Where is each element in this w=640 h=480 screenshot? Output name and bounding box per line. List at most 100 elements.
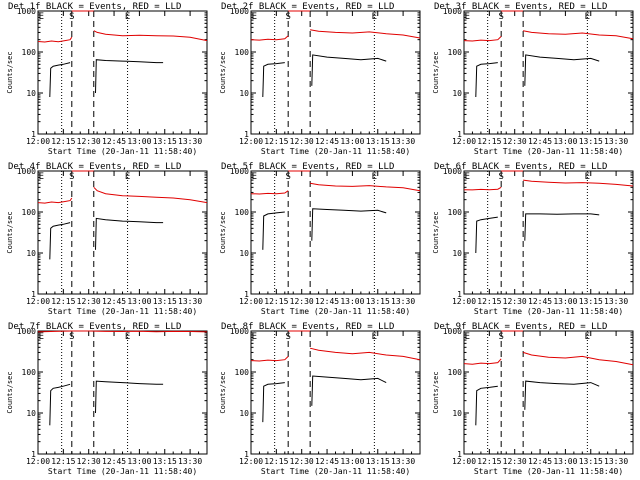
y-tick-label: 100 (448, 368, 463, 377)
time-marker-label: E (372, 172, 377, 182)
x-tick-label: 12:45 (102, 297, 126, 306)
plot-title: Det 9f BLACK = Events, RED = LLD (434, 322, 607, 332)
y-tick-label: 10 (239, 249, 249, 258)
x-tick-label: 13:15 (366, 297, 390, 306)
plot-title: Det 3f BLACK = Events, RED = LLD (434, 2, 607, 12)
x-tick-label: 13:15 (579, 457, 603, 466)
x-tick-label: 12:15 (477, 457, 501, 466)
x-tick-label: 13:00 (340, 457, 364, 466)
x-tick-label: 13:15 (366, 457, 390, 466)
x-tick-label: 13:00 (127, 457, 151, 466)
x-tick-label: 12:00 (452, 137, 476, 146)
y-tick-label: 100 (235, 208, 250, 217)
time-marker-label: S (285, 172, 290, 182)
x-tick-label: 12:30 (290, 457, 314, 466)
time-marker-label: E (125, 332, 130, 342)
time-marker-label: S (498, 332, 503, 342)
plot-title: Det 5f BLACK = Events, RED = LLD (221, 162, 394, 172)
y-tick-label: 1000 (230, 167, 249, 176)
lld-series-line (37, 36, 73, 43)
detector-plot-5: Det 5f BLACK = Events, RED = LLD 1 10 100 10… (219, 162, 421, 316)
time-marker-label: E (372, 332, 377, 342)
x-tick-label: 12:15 (264, 137, 288, 146)
events-series-line (311, 208, 387, 241)
y-tick-label: 10 (452, 409, 462, 418)
x-tick-label: 12:15 (51, 137, 75, 146)
plot-frame (250, 330, 421, 455)
x-tick-label: 12:30 (77, 297, 101, 306)
events-series-line (262, 62, 285, 98)
y-tick-label: 1000 (443, 167, 462, 176)
x-tick-label: 13:30 (391, 297, 415, 306)
y-axis-label: Counts/sec (6, 51, 14, 93)
time-marker-label: E (585, 12, 590, 22)
detector-plot-2: Det 2f BLACK = Events, RED = LLD 1 10 100 10… (219, 2, 421, 156)
x-tick-label: 12:45 (528, 137, 552, 146)
plot-title: Det 6f BLACK = Events, RED = LLD (434, 162, 607, 172)
x-tick-label: 12:00 (239, 457, 263, 466)
y-tick-label: 10 (239, 409, 249, 418)
lld-series-line (523, 179, 634, 187)
x-tick-label: 13:15 (153, 137, 177, 146)
x-tick-label: 13:30 (178, 137, 202, 146)
events-series-line (95, 217, 164, 250)
x-tick-label: 13:00 (553, 297, 577, 306)
x-tick-label: 13:15 (366, 137, 390, 146)
x-tick-label: 12:45 (315, 457, 339, 466)
time-marker-label: E (585, 172, 590, 182)
detector-plot-9: Det 9f BLACK = Events, RED = LLD 1 10 100 10… (432, 322, 634, 476)
time-marker-label: E (252, 332, 257, 342)
events-series-line (475, 385, 498, 426)
x-tick-label: 12:30 (503, 137, 527, 146)
time-marker-label: E (252, 172, 257, 182)
x-tick-label: 13:00 (127, 297, 151, 306)
detector-plot-4: Det 4f BLACK = Events, RED = LLD 1 10 100 10… (6, 162, 208, 316)
lld-series-line (250, 190, 289, 195)
y-tick-label: 1 (244, 130, 249, 139)
x-tick-label: 12:00 (239, 137, 263, 146)
x-tick-label: 13:00 (127, 137, 151, 146)
x-tick-label: 12:15 (51, 457, 75, 466)
x-tick-label: 13:00 (553, 457, 577, 466)
events-series-line (262, 211, 285, 250)
detector-plot-3: Det 3f BLACK = Events, RED = LLD 1 10 100 10… (432, 2, 634, 156)
x-axis-label: Start Time (20-Jan-11 11:58:40) (474, 147, 623, 156)
x-tick-label: 12:45 (528, 457, 552, 466)
y-axis-label: Counts/sec (219, 211, 227, 253)
events-series-line (475, 62, 498, 98)
events-series-line (524, 54, 600, 86)
x-tick-label: 12:30 (290, 137, 314, 146)
events-series-line (49, 222, 71, 260)
lld-series-line (310, 29, 421, 39)
lld-series-line (93, 186, 208, 204)
x-tick-label: 13:15 (579, 137, 603, 146)
time-marker-label: S (69, 12, 74, 22)
y-tick-label: 1 (244, 450, 249, 459)
x-tick-label: 13:30 (391, 457, 415, 466)
lld-series-line (463, 358, 502, 365)
detector-plot-6: Det 6f BLACK = Events, RED = LLD 1 10 100 10… (432, 162, 634, 316)
time-marker-label: S (285, 332, 290, 342)
y-tick-label: 1 (31, 450, 36, 459)
x-tick-label: 12:30 (503, 457, 527, 466)
y-tick-label: 100 (22, 48, 37, 57)
time-marker-label: E (125, 172, 130, 182)
y-tick-label: 1000 (230, 327, 249, 336)
x-tick-label: 12:15 (264, 297, 288, 306)
plot-frame (463, 330, 634, 455)
events-series-line (95, 59, 164, 94)
lld-series-line (93, 30, 208, 42)
y-tick-label: 10 (452, 89, 462, 98)
x-tick-label: 12:00 (452, 297, 476, 306)
x-axis-label: Start Time (20-Jan-11 11:58:40) (48, 147, 197, 156)
plot-frame (37, 170, 208, 295)
plot-title: Det 4f BLACK = Events, RED = LLD (8, 162, 181, 172)
events-series-line (95, 380, 164, 414)
time-marker-label: E (465, 12, 470, 22)
y-tick-label: 1 (31, 290, 36, 299)
time-marker-label: S (69, 332, 74, 342)
x-tick-label: 13:00 (340, 137, 364, 146)
y-axis-label: Counts/sec (432, 51, 440, 93)
time-marker-label: S (498, 172, 503, 182)
y-tick-label: 1000 (17, 167, 36, 176)
